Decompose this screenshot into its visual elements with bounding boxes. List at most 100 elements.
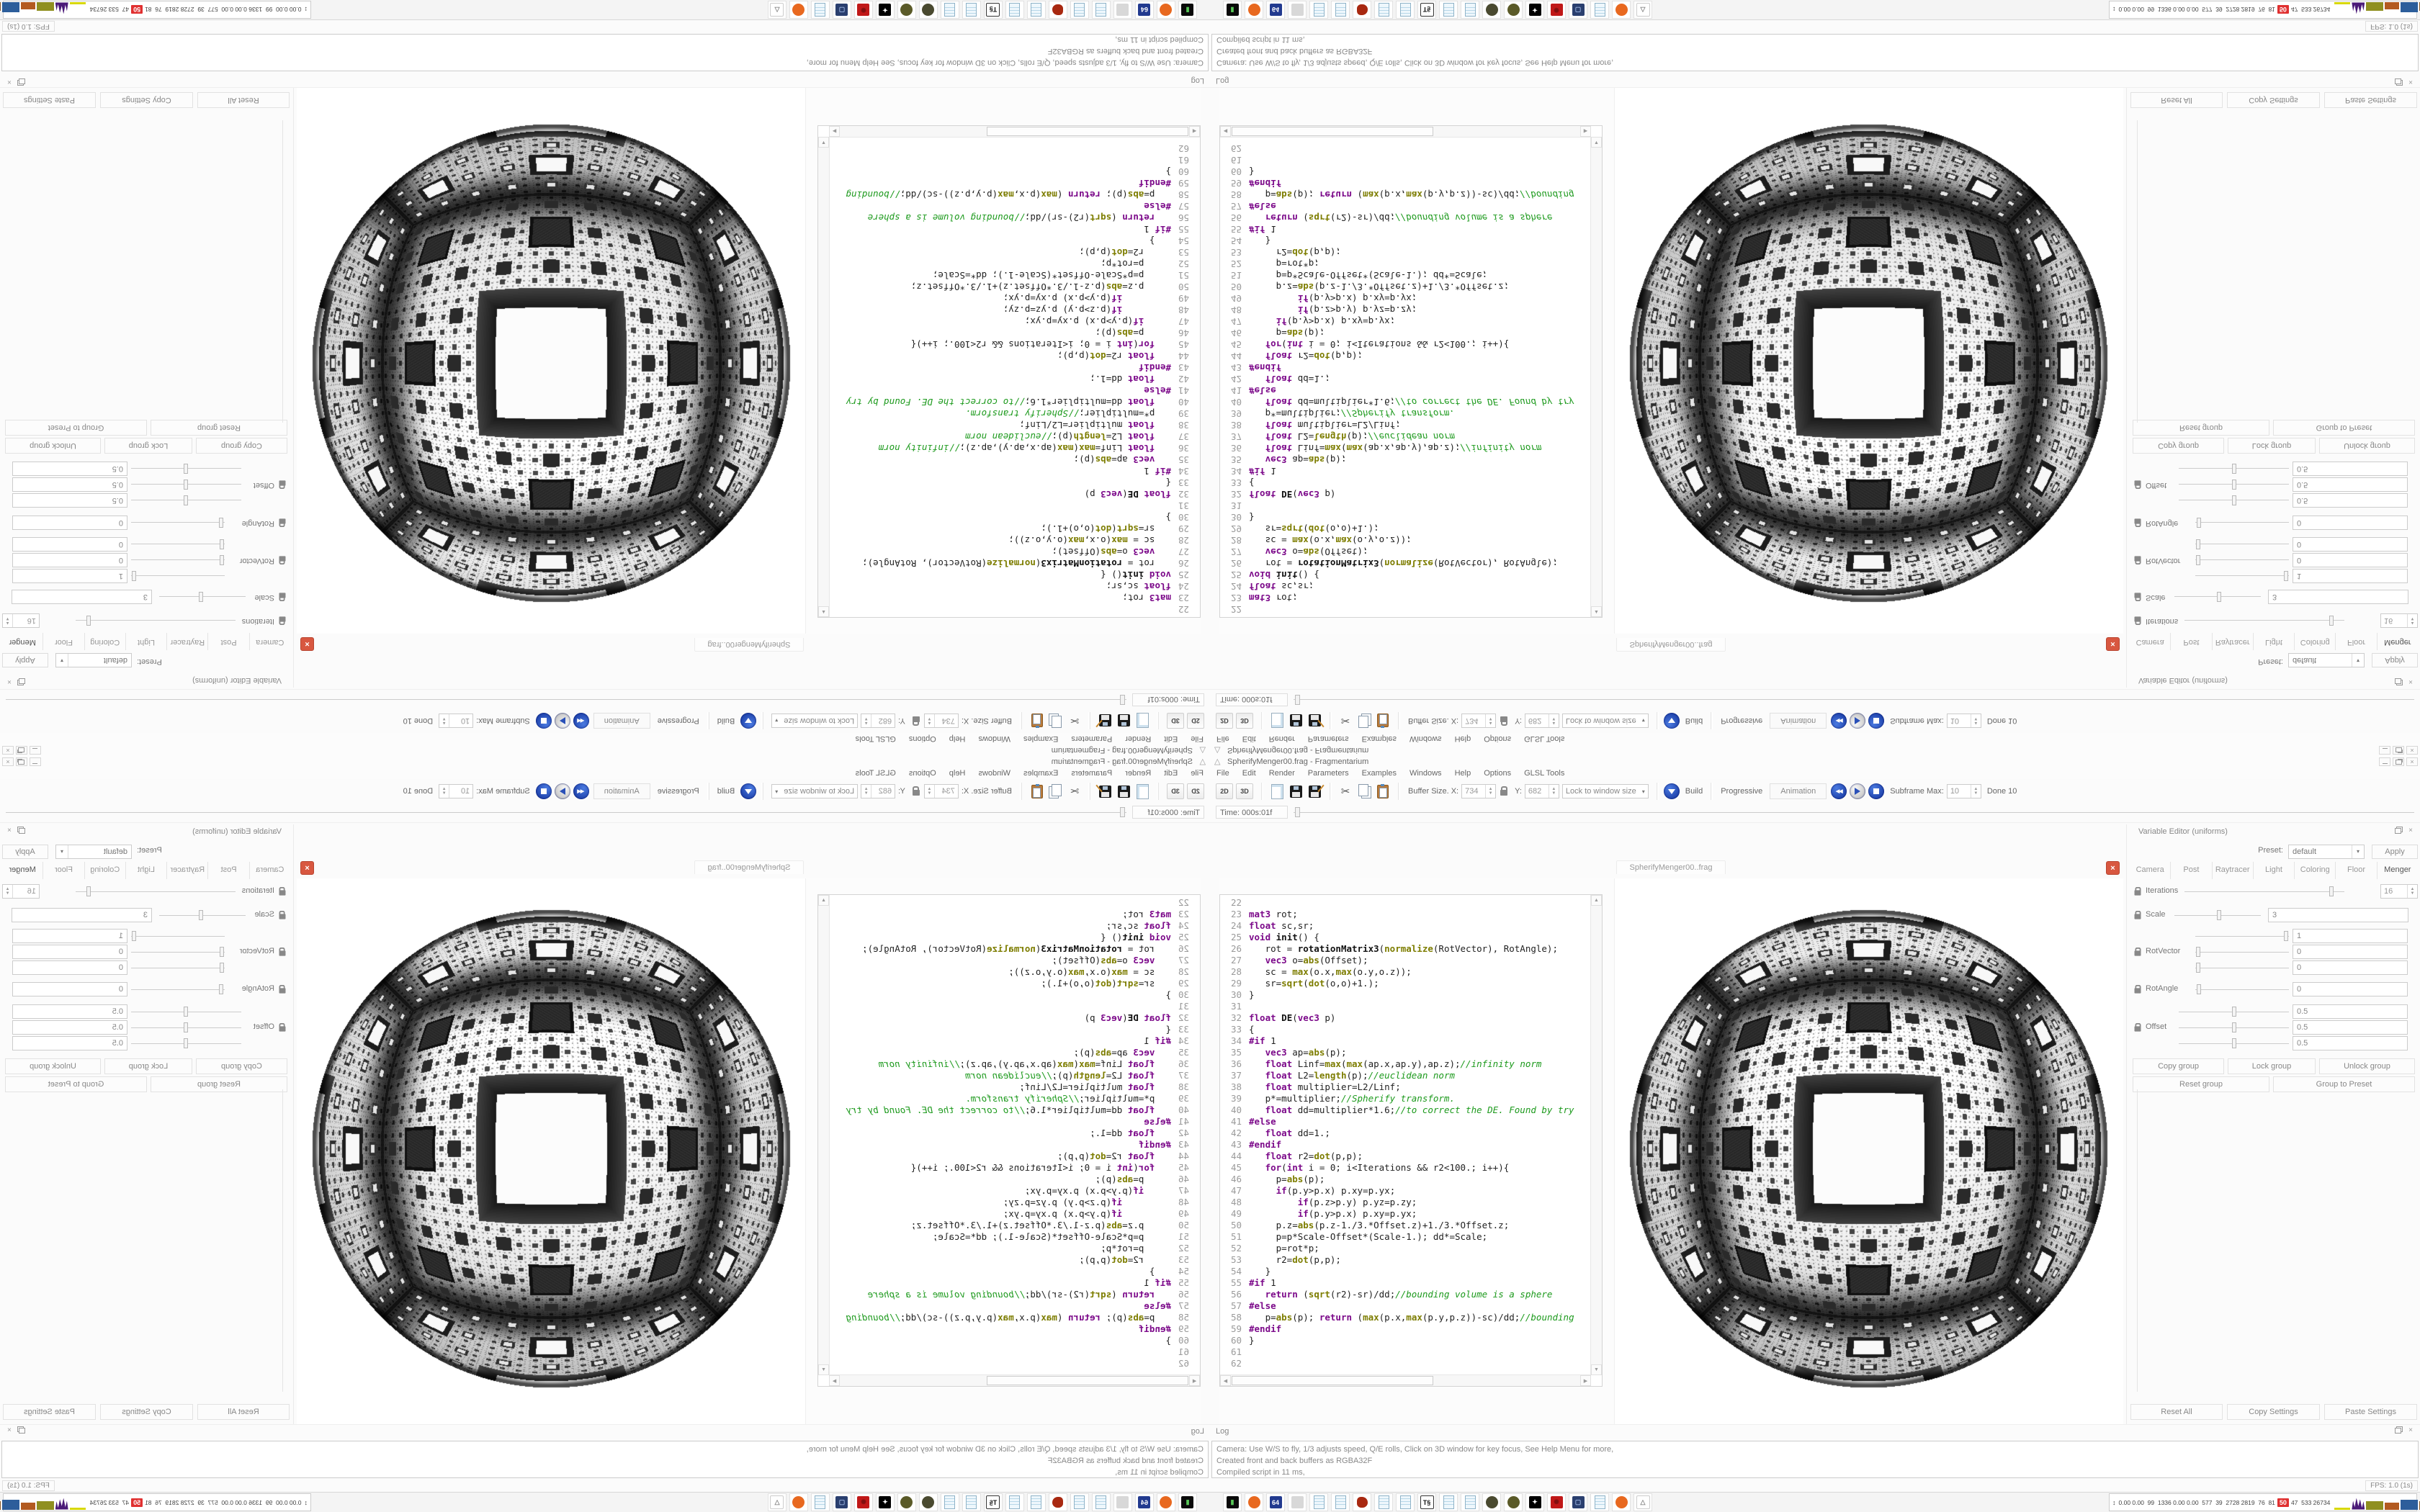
code-line[interactable]: 54 } [1149,1266,1190,1277]
console-taskbar-icon[interactable]: ▮ [1178,1493,1197,1511]
code-line[interactable]: 35 vec3 ap=abs(p); [1230,1047,1347,1058]
slider-handle[interactable] [86,886,91,896]
rotvector-x-field[interactable]: 1 [12,929,127,943]
menu-parameters[interactable]: Parameters [1071,734,1113,743]
code-line[interactable]: 45 for(int i = 0; i<Iterations && r2<100… [910,339,1190,350]
tab-raytracer[interactable]: Raytracer [166,862,208,879]
code-line[interactable]: 60} [1230,166,1255,177]
code-line[interactable]: 38 float multiplier=L2/Linf; [1230,1081,1401,1092]
code-line[interactable]: 47 if(p.y>p.x) p.xy=p.yx; [1230,316,1396,327]
save-button[interactable] [1287,783,1304,800]
tab-raytracer[interactable]: Raytracer [166,633,208,650]
unlock-group-button[interactable]: Unlock group [5,438,101,454]
slider-handle[interactable] [131,571,136,581]
tab-close-button[interactable]: × [300,861,314,875]
dock-close-icon[interactable]: × [7,678,12,685]
menu-glsl-tools[interactable]: GLSL Tools [1524,734,1565,743]
code-line[interactable]: 28 sc = max(o.x,max(o.y,o.z)); [1008,535,1190,546]
slider-handle[interactable] [218,518,223,528]
tab-close-button[interactable]: × [2106,637,2120,651]
notepad-taskbar-icon[interactable] [1005,1493,1024,1511]
notepad-taskbar-icon[interactable] [1396,1,1415,19]
lock-icon[interactable] [2134,480,2141,486]
preset-combo[interactable]: default ▾ [2288,653,2365,667]
code-line[interactable]: 30} [1230,989,1255,1000]
paste-button[interactable] [1374,712,1392,729]
code-line[interactable]: 42 float dd=1.; [1090,374,1190,384]
time-slider[interactable] [1294,693,2414,706]
code-line[interactable]: 22 [1230,604,1242,615]
buffer-x-spinner[interactable]: 734 ▲ ▼ [1461,784,1497,798]
slider-handle[interactable] [2231,1038,2236,1048]
slider-handle[interactable] [2284,931,2289,941]
render-3d-preview[interactable] [297,86,806,634]
fractal-render-canvas[interactable] [310,122,793,605]
close-button[interactable]: × [2406,746,2418,755]
view-2d-button[interactable]: 2D [1216,713,1233,729]
rotvector-x-slider[interactable] [131,930,225,942]
globe-dark-taskbar-icon[interactable] [1482,1493,1501,1511]
dock-close-icon[interactable]: × [2408,827,2413,834]
time-slider-handle[interactable] [1120,807,1125,817]
scroll-right-icon[interactable]: ▶ [1580,126,1591,137]
rotvector-z-field[interactable]: 0 [12,537,127,552]
animation-button[interactable]: Animation [593,713,650,729]
offset-y-slider[interactable] [2179,478,2289,491]
menu-help[interactable]: Help [1454,734,1471,743]
tab-close-button[interactable]: × [2106,861,2120,875]
rotvector-x-slider[interactable] [131,570,225,582]
notepad-taskbar-icon[interactable] [1092,1493,1111,1511]
code-line[interactable]: 47 if(p.y>p.x) p.xy=p.yx; [1230,1185,1396,1196]
scale-value-field[interactable]: 3 [2268,590,2408,604]
code-line[interactable]: 29 sr=sqrt(dot(o,o)+1.); [1041,978,1190,989]
system-monitor-tray[interactable]: ↕ 0.00 0.00 99 1336 0.00 0.00 577 39 272… [0,1493,311,1511]
subframe-spinner[interactable]: 10 ▲ ▼ [1946,784,1981,798]
paste-settings-button[interactable]: Paste Settings [3,1404,96,1420]
scale-slider[interactable] [159,590,246,603]
rotvector-x-field[interactable]: 1 [2293,929,2408,943]
scrollbar-thumb[interactable] [1232,1376,1433,1385]
editor-horizontal-scrollbar[interactable]: ◀ ▶ [829,126,1200,138]
notepad-taskbar-icon[interactable] [1092,1,1111,19]
restore-button[interactable] [16,757,27,766]
globe-dark-taskbar-icon[interactable] [919,1,938,19]
reset-group-button[interactable]: Reset group [2133,1076,2269,1092]
notepad-taskbar-icon[interactable] [941,1,959,19]
scale-value-field[interactable]: 3 [12,908,152,922]
rotvector-z-slider[interactable] [131,961,225,974]
rotvector-y-slider[interactable] [2195,554,2289,567]
slider-handle[interactable] [220,539,225,549]
code-line[interactable]: 57 #else [1144,1300,1190,1311]
save-button[interactable] [1116,783,1133,800]
code-line[interactable]: 52 p=rot*p; [1230,1243,1319,1254]
build-button[interactable] [740,783,757,799]
menu-options[interactable]: Options [908,734,936,743]
slider-handle[interactable] [184,1038,189,1048]
code-line[interactable]: 56 return (sqrt(r2)-sr)/dd;//bounding vo… [1230,212,1553,223]
code-line[interactable]: 57 #else [1230,201,1276,212]
code-line[interactable]: 54 } [1230,235,1271,246]
build-button[interactable] [1663,713,1680,729]
offset-x-field[interactable]: 0.5 [12,493,127,508]
menu-examples[interactable]: Examples [1361,769,1397,778]
code-line[interactable]: 55 #if 1 [1144,1277,1190,1288]
code-line[interactable]: 31 [1178,500,1190,511]
code-editor[interactable]: 22 23 mat3 rot; 24 float sc,sr; 25 void init(… [817,125,1201,618]
slider-handle[interactable] [2197,984,2202,994]
menu-examples[interactable]: Examples [1023,769,1059,778]
slider-handle[interactable] [2217,910,2222,920]
tab-light[interactable]: Light [125,862,167,879]
code-line[interactable]: 39 p*=multiplier;//Spherify transform. [1230,1093,1455,1104]
code-line[interactable]: 57 #else [1144,201,1190,212]
slider-handle[interactable] [184,1007,189,1017]
code-line[interactable]: 28 sc = max(o.x,max(o.y,o.z)); [1008,966,1190,977]
code-line[interactable]: 57 #else [1230,1300,1276,1311]
globe-olive-taskbar-icon[interactable] [897,1493,916,1511]
code-line[interactable]: 56 return (sqrt(r2)-sr)/dd;//bounding vo… [867,212,1190,223]
firefox-taskbar-icon[interactable] [789,1,808,19]
rotvector-z-field[interactable]: 0 [12,960,127,975]
copy-button[interactable] [1355,712,1373,729]
copy-settings-button[interactable]: Copy Settings [100,92,193,108]
view-3d-button[interactable]: 3D [1167,783,1184,799]
swirl-bw-taskbar-icon[interactable]: ✦ [876,1,895,19]
